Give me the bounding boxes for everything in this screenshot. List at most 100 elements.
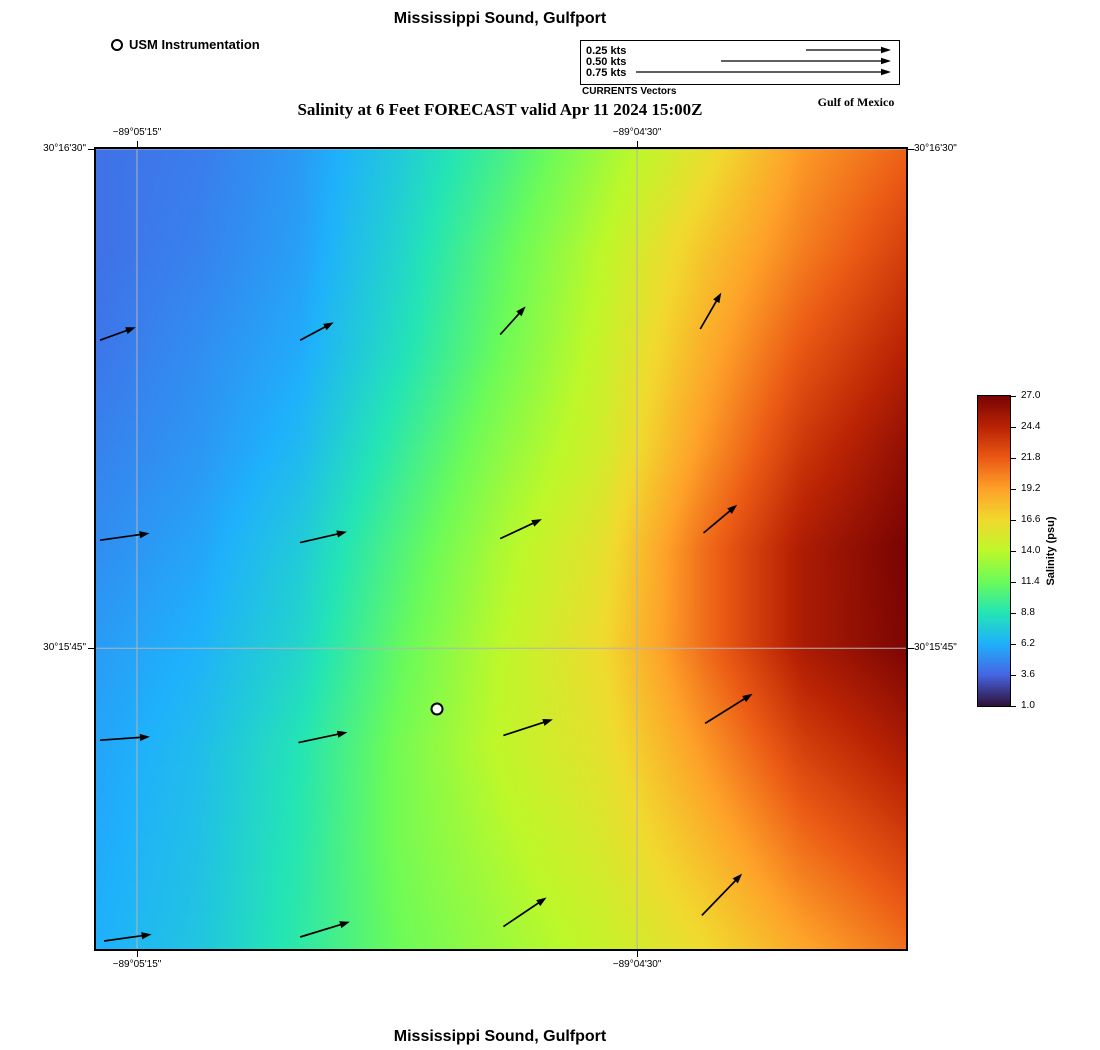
colorbar-tick-label: 3.6: [1021, 669, 1035, 680]
currents-vectors-caption: CURRENTS Vectors: [582, 86, 677, 97]
map-overlay: [96, 149, 906, 949]
y-tick-label-right: 30°15'45": [914, 642, 957, 654]
vector-arrowhead: [742, 693, 753, 703]
scale-arrowhead: [881, 68, 891, 76]
current-vector-arrow: [704, 693, 753, 725]
currents-vector-legend-box: 0.25 kts 0.50 kts 0.75 kts: [580, 40, 900, 85]
x-tick-label-bottom: −89°04'30": [612, 959, 662, 970]
colorbar-tick-label: 24.4: [1021, 421, 1041, 432]
axis-tickmark-left: [88, 648, 94, 650]
current-vector-arrow: [299, 921, 350, 938]
vector-shaft: [502, 900, 543, 928]
vector-shaft: [99, 736, 145, 742]
vector-arrowhead: [336, 530, 347, 538]
axis-tickmark-top: [637, 141, 639, 147]
colorbar-tick-label: 11.4: [1021, 576, 1040, 587]
vector-arrowhead: [732, 873, 743, 884]
axis-tickmark-right: [908, 648, 914, 650]
vector-speed-label: 0.75 kts: [586, 67, 626, 79]
colorbar-tickmark: [1011, 706, 1016, 707]
vector-speed-label: 0.50 kts: [586, 56, 626, 68]
bottom-title: Mississippi Sound, Gulfport: [393, 1028, 607, 1045]
colorbar-tick-label: 16.6: [1021, 514, 1041, 525]
colorbar-tickmark: [1011, 613, 1016, 614]
vector-arrowhead: [323, 322, 334, 331]
current-vector-arrow: [699, 292, 722, 330]
colorbar-tick-label: 27.0: [1021, 390, 1041, 401]
vector-shaft: [701, 877, 739, 916]
colorbar-tick-label: 19.2: [1021, 483, 1041, 494]
current-vector-arrow: [502, 897, 547, 928]
instrumentation-label: USM Instrumentation: [129, 37, 260, 52]
y-tick-label-left: 30°15'45": [43, 642, 86, 654]
current-vector-arrow: [103, 932, 152, 942]
current-vector-arrow: [499, 306, 526, 336]
colorbar-tickmark: [1011, 582, 1016, 583]
salinity-map: [94, 147, 908, 951]
scale-arrowhead: [881, 57, 891, 65]
vector-arrowhead: [139, 531, 150, 539]
current-vector-arrow: [299, 530, 347, 544]
region-label: Gulf of Mexico: [817, 95, 895, 109]
current-vector-arrow: [701, 873, 743, 916]
colorbar-tickmark: [1011, 520, 1016, 521]
vector-scale-arrow: [806, 46, 891, 54]
salinity-heatmap-canvas: [96, 149, 906, 949]
vector-arrowhead: [531, 519, 542, 527]
current-vector-arrow: [99, 733, 150, 742]
y-tick-label-left: 30°16'30": [43, 143, 86, 154]
x-tick-label-top: −89°04'30": [612, 127, 662, 138]
current-vector-arrow: [499, 519, 542, 540]
colorbar-tickmark: [1011, 427, 1016, 428]
vector-speed-label: 0.25 kts: [586, 45, 626, 57]
vector-arrowhead: [339, 921, 350, 929]
colorbar-tickmark: [1011, 396, 1016, 397]
vector-shaft: [298, 732, 342, 744]
colorbar-tickmark: [1011, 675, 1016, 676]
colorbar-tick-label: 14.0: [1021, 545, 1041, 556]
vector-arrowhead: [542, 718, 553, 726]
vector-shaft: [99, 328, 131, 341]
axis-tickmark-left: [88, 149, 94, 150]
vector-shaft: [299, 532, 342, 544]
vector-shaft: [99, 533, 144, 542]
colorbar-tick-label: 8.8: [1021, 607, 1035, 618]
vector-arrowhead: [727, 504, 738, 514]
vector-scale-arrow: [721, 57, 891, 65]
current-vector-arrow: [298, 730, 348, 744]
forecast-subtitle: Salinity at 6 Feet FORECAST valid Apr 11…: [297, 100, 703, 119]
vector-shaft: [499, 520, 537, 540]
vector-shaft: [702, 507, 734, 534]
x-tick-label-bottom: −89°05'15": [112, 959, 162, 970]
colorbar-tickmark: [1011, 489, 1016, 490]
instrumentation-legend: USM Instrumentation: [111, 37, 260, 52]
vector-arrowhead: [141, 932, 152, 940]
x-tick-label-top: −89°05'15": [112, 127, 162, 138]
page-title: Mississippi Sound, Gulfport: [393, 10, 607, 27]
colorbar-tick-label: 1.0: [1021, 700, 1035, 711]
vector-arrowhead: [516, 306, 526, 317]
colorbar-label: Salinity (psu): [1045, 516, 1057, 586]
current-vector-arrow: [99, 327, 136, 341]
y-tick-label-right: 30°16'30": [914, 143, 957, 154]
colorbar-gradient-canvas: [978, 396, 1010, 706]
current-vector-arrow: [299, 322, 334, 341]
colorbar-tickmark: [1011, 551, 1016, 552]
vector-shaft: [704, 696, 748, 725]
vector-shaft: [103, 934, 146, 942]
vector-arrowhead: [713, 292, 722, 304]
vector-shaft: [503, 720, 548, 737]
colorbar-tick-label: 21.8: [1021, 452, 1041, 463]
scale-arrowhead: [881, 46, 891, 54]
usm-station-marker: [430, 702, 444, 716]
axis-tickmark-bottom: [136, 951, 138, 957]
vector-scale-arrow: [636, 68, 891, 76]
axis-tickmark-top: [136, 141, 138, 147]
colorbar: [977, 395, 1011, 707]
current-vector-arrow: [99, 531, 150, 542]
colorbar-tick-label: 6.2: [1021, 638, 1035, 649]
vector-shaft: [699, 297, 719, 330]
vector-arrowhead: [139, 733, 150, 742]
